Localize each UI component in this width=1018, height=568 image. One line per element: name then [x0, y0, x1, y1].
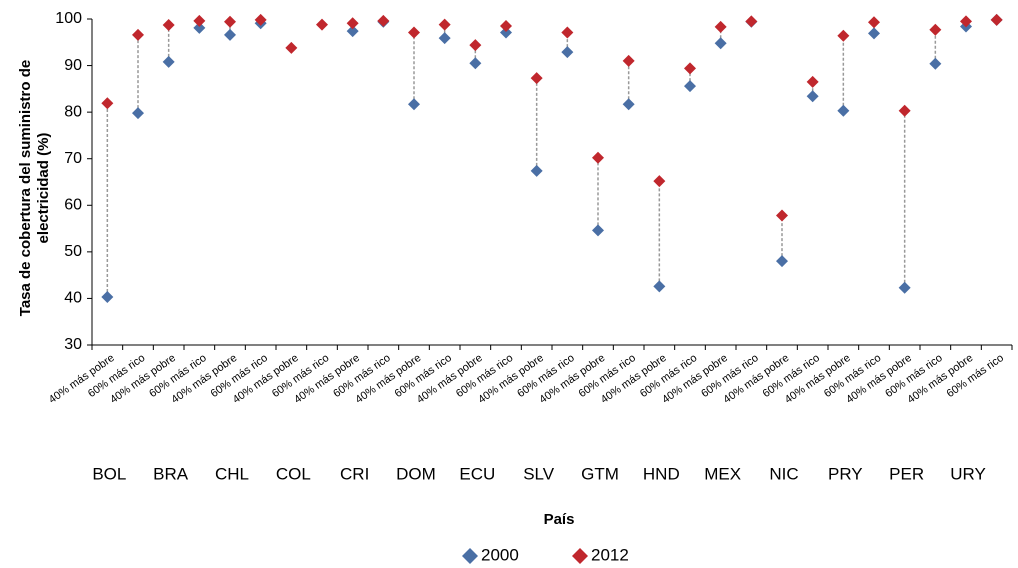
y-tick-label: 100 — [55, 10, 82, 27]
group-label: HND — [643, 464, 680, 483]
group-label: BRA — [153, 464, 189, 483]
x-axis-label: País — [544, 511, 575, 528]
dot — [990, 13, 1003, 26]
y-tick-label: 90 — [64, 57, 82, 74]
dot — [868, 27, 880, 40]
dot — [469, 57, 482, 70]
dot — [561, 46, 574, 59]
dot — [530, 72, 543, 85]
dot — [285, 41, 298, 54]
group-label: PER — [889, 464, 924, 483]
dot — [224, 28, 236, 41]
dot — [469, 39, 482, 52]
dot — [776, 209, 788, 222]
dot — [500, 26, 512, 39]
dot — [714, 20, 727, 33]
y-tick-label: 70 — [64, 150, 82, 167]
dot — [592, 151, 604, 164]
y-tick-label: 80 — [64, 103, 82, 120]
dot — [224, 15, 236, 28]
dot — [837, 29, 850, 42]
dot — [377, 14, 390, 27]
group-label: ECU — [459, 464, 495, 483]
dot — [592, 224, 604, 237]
dot — [408, 98, 420, 111]
dot — [254, 13, 267, 26]
group-label: CHL — [215, 464, 249, 483]
dot — [806, 90, 819, 103]
dot — [776, 255, 788, 268]
dot — [622, 54, 635, 67]
dot — [500, 19, 512, 32]
dot — [684, 80, 696, 93]
dot — [745, 15, 758, 28]
dot — [714, 37, 727, 50]
group-label: URY — [950, 464, 986, 483]
dot — [653, 175, 666, 188]
dot — [438, 18, 451, 31]
dot — [132, 107, 144, 120]
dot — [193, 21, 206, 34]
y-tick-label: 50 — [64, 243, 82, 260]
dot — [929, 57, 942, 70]
group-label: BOL — [92, 464, 126, 483]
dot — [929, 23, 942, 36]
dot — [898, 281, 911, 294]
dot — [346, 25, 359, 38]
group-label: COL — [276, 464, 311, 483]
dot — [408, 26, 420, 39]
dot — [346, 17, 359, 30]
dot — [868, 16, 880, 29]
dot — [960, 15, 972, 28]
group-label: SLV — [523, 464, 555, 483]
legend-label: 2012 — [591, 545, 629, 564]
dot — [193, 14, 206, 27]
dot — [316, 18, 328, 31]
dot — [162, 19, 175, 32]
legend-marker — [462, 548, 478, 564]
dot — [561, 26, 574, 39]
legend-marker — [572, 548, 588, 564]
y-tick-label: 30 — [64, 336, 82, 353]
dot — [162, 55, 175, 68]
group-label: MEX — [704, 464, 741, 483]
y-tick-label: 40 — [64, 290, 82, 307]
group-label: NIC — [769, 464, 798, 483]
dot — [101, 97, 114, 110]
dot — [622, 98, 635, 111]
dot — [101, 291, 114, 304]
group-label: PRY — [828, 464, 863, 483]
group-label: DOM — [396, 464, 436, 483]
dot — [898, 104, 911, 117]
dot — [684, 62, 696, 75]
legend-label: 2000 — [481, 545, 519, 564]
dot — [837, 104, 850, 117]
dot — [530, 164, 543, 177]
y-tick-label: 60 — [64, 197, 82, 214]
dot — [806, 75, 819, 88]
dot — [132, 28, 144, 41]
y-axis-label: Tasa de cobertura del suministro de elec… — [17, 59, 52, 317]
dot — [438, 32, 451, 45]
group-label: GTM — [581, 464, 619, 483]
dot — [653, 280, 666, 293]
group-label: CRI — [340, 464, 369, 483]
